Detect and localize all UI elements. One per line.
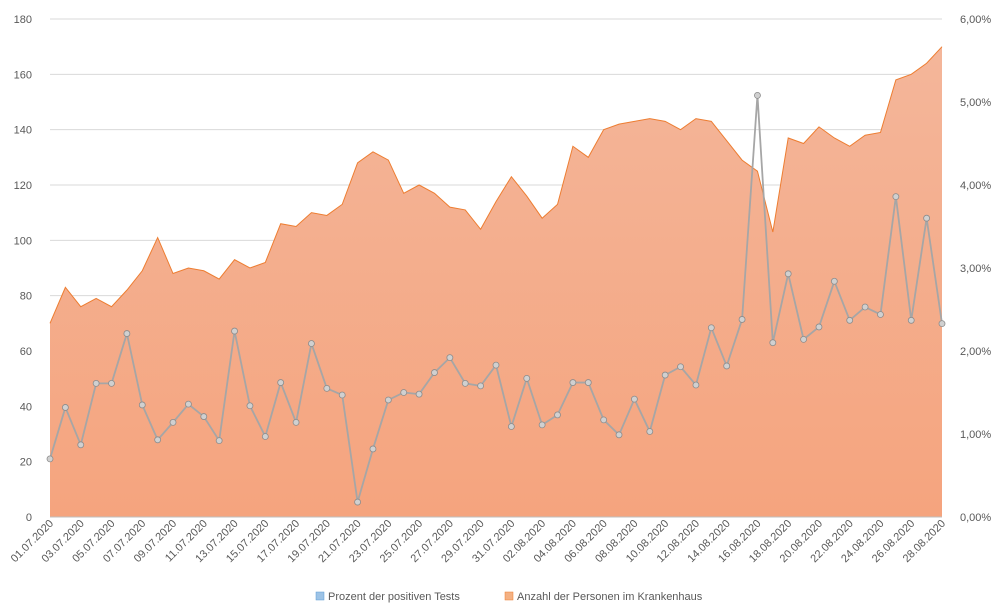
positive-tests-point (861, 303, 869, 311)
y-right-tick-label: 6,00% (960, 14, 991, 26)
y-left-tick-label: 160 (14, 69, 32, 81)
y-right-tick-label: 5,00% (960, 97, 991, 109)
positive-tests-point (631, 395, 638, 403)
y-left-tick-label: 180 (14, 14, 32, 26)
y-right-tick-label: 0,00% (960, 512, 991, 524)
y-left-tick-label: 60 (20, 346, 32, 358)
hospital-area-edge (49, 46, 943, 324)
y-right-tick-label: 3,00% (960, 263, 991, 275)
positive-tests-line-series (46, 91, 946, 506)
positive-tests-point (923, 214, 931, 222)
positive-tests-point (507, 423, 515, 430)
positive-tests-point (738, 316, 746, 323)
positive-tests-point (846, 316, 854, 324)
positive-tests-point (784, 270, 792, 278)
positive-tests-point (323, 384, 331, 392)
positive-tests-point (354, 498, 361, 506)
positive-tests-point (554, 411, 561, 419)
positive-tests-point (477, 382, 485, 390)
legend-swatch-positive-tests (315, 591, 325, 601)
positive-tests-point (677, 363, 684, 371)
positive-tests-point (569, 379, 577, 386)
hospital-area-series (49, 46, 943, 518)
positive-tests-point (400, 389, 408, 396)
positive-tests-point (231, 327, 238, 335)
positive-tests-point (246, 402, 254, 410)
positive-tests-point (754, 91, 761, 99)
x-axis: 01.07.202003.07.202005.07.202007.07.2020… (9, 516, 948, 565)
positive-tests-point (338, 391, 346, 399)
positive-tests-point (215, 437, 223, 445)
positive-tests-point (369, 445, 377, 453)
positive-tests-point (646, 428, 654, 435)
positive-tests-point (815, 323, 823, 331)
positive-tests-point (584, 379, 592, 386)
positive-tests-point (461, 379, 469, 387)
positive-tests-point (907, 316, 915, 324)
legend-label-positive-tests: Prozent der positiven Tests (328, 591, 460, 603)
positive-tests-point (46, 455, 54, 463)
y-right-tick-label: 2,00% (960, 346, 991, 358)
positive-tests-point (261, 433, 269, 440)
positive-tests-point (108, 379, 115, 387)
positive-tests-point (769, 339, 777, 347)
positive-tests-point (600, 416, 608, 424)
positive-tests-point (169, 418, 177, 426)
positive-tests-point (492, 361, 500, 369)
positive-tests-point (138, 401, 146, 409)
legend-label-hospital: Anzahl der Personen im Krankenhaus (517, 591, 703, 603)
positive-tests-point (123, 330, 131, 337)
positive-tests-point (723, 362, 731, 370)
y-left-tick-label: 80 (20, 291, 32, 303)
hospital-area-fill (50, 46, 942, 518)
y-left-tick-label: 20 (20, 457, 32, 469)
positive-tests-point (892, 193, 900, 201)
y-left-tick-label: 40 (20, 401, 32, 413)
positive-tests-point (938, 320, 946, 328)
positive-tests-point (615, 431, 623, 439)
positive-tests-point (200, 413, 208, 420)
positive-tests-point (877, 311, 884, 318)
positive-tests-point (277, 379, 285, 386)
positive-tests-point (292, 418, 300, 426)
positive-tests-point (61, 404, 69, 411)
positive-tests-point (538, 421, 546, 429)
positive-tests-point (384, 396, 392, 404)
y-axis-right: 0,00% 1,00% 2,00% 3,00% 4,00% 5,00% 6,00% (960, 14, 991, 524)
y-right-tick-label: 1,00% (960, 429, 991, 441)
positive-tests-point (92, 379, 100, 387)
positive-tests-point (415, 390, 423, 398)
y-axis-left: 0 20 40 60 80 100 120 140 160 180 (14, 14, 32, 524)
positive-tests-point (185, 400, 192, 408)
positive-tests-point (154, 436, 162, 444)
positive-tests-point (77, 441, 85, 449)
legend-swatch-hospital (504, 591, 514, 601)
positive-tests-point (692, 381, 700, 389)
positive-tests-point (830, 277, 838, 285)
y-right-tick-label: 4,00% (960, 180, 991, 192)
positive-tests-point (523, 374, 531, 382)
positive-tests-point (707, 324, 715, 332)
y-left-tick-label: 0 (26, 512, 32, 524)
y-left-tick-label: 120 (14, 180, 32, 192)
positive-tests-point (661, 371, 669, 379)
y-left-tick-label: 140 (14, 125, 32, 137)
y-left-tick-label: 100 (14, 235, 32, 247)
positive-tests-point (431, 369, 438, 376)
positive-tests-point (446, 354, 454, 362)
legend: Prozent der positiven Tests Anzahl der P… (315, 591, 703, 603)
positive-tests-point (800, 335, 807, 343)
positive-tests-point (308, 340, 315, 347)
